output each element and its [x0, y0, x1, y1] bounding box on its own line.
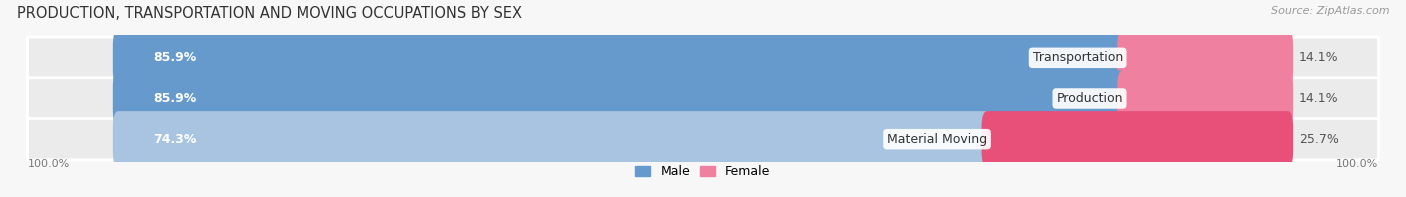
- FancyBboxPatch shape: [28, 37, 1378, 79]
- Text: Source: ZipAtlas.com: Source: ZipAtlas.com: [1271, 6, 1389, 16]
- FancyBboxPatch shape: [112, 30, 1129, 86]
- FancyBboxPatch shape: [1118, 71, 1294, 126]
- FancyBboxPatch shape: [112, 111, 993, 167]
- FancyBboxPatch shape: [981, 111, 1294, 167]
- Text: 100.0%: 100.0%: [1336, 159, 1378, 169]
- Text: 85.9%: 85.9%: [153, 51, 197, 64]
- Text: Transportation: Transportation: [1032, 51, 1123, 64]
- Text: 85.9%: 85.9%: [153, 92, 197, 105]
- Text: Material Moving: Material Moving: [887, 133, 987, 146]
- Text: PRODUCTION, TRANSPORTATION AND MOVING OCCUPATIONS BY SEX: PRODUCTION, TRANSPORTATION AND MOVING OC…: [17, 6, 522, 21]
- Text: 74.3%: 74.3%: [153, 133, 197, 146]
- Text: 14.1%: 14.1%: [1299, 92, 1339, 105]
- FancyBboxPatch shape: [112, 71, 1129, 126]
- FancyBboxPatch shape: [1118, 30, 1294, 86]
- FancyBboxPatch shape: [28, 118, 1378, 160]
- Text: Production: Production: [1056, 92, 1123, 105]
- Text: 14.1%: 14.1%: [1299, 51, 1339, 64]
- FancyBboxPatch shape: [28, 78, 1378, 119]
- Text: 25.7%: 25.7%: [1299, 133, 1339, 146]
- Legend: Male, Female: Male, Female: [630, 160, 776, 183]
- Text: 100.0%: 100.0%: [28, 159, 70, 169]
